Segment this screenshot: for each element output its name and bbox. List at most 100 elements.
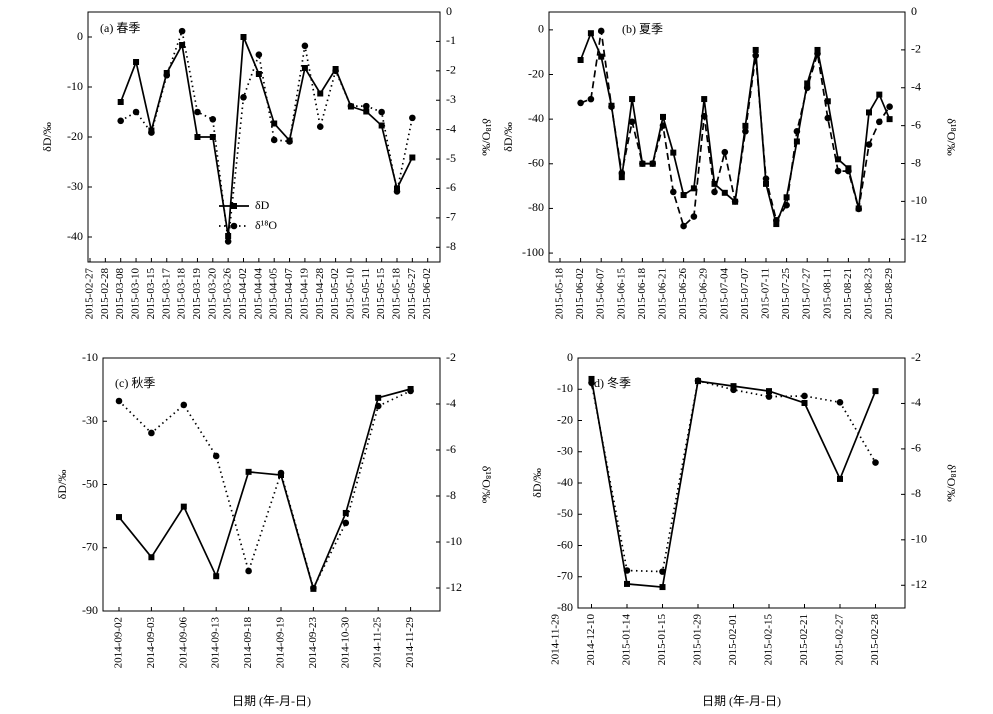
y2-tick-label: 0 [446,4,452,18]
x-tick-label: 2014-11-25 [372,617,384,668]
x-tick-label: 2015-05-11 [360,268,372,319]
x-tick-label: 2015-01-29 [692,614,704,666]
marker [639,160,646,167]
series-line [590,379,877,573]
x-tick-label: 2015-04-02 [237,268,249,319]
marker [845,167,852,175]
marker [730,383,737,390]
series-line [579,30,891,227]
x-tick-label: 2015-08-11 [821,268,833,319]
y2-tick-label: -6 [446,442,456,456]
marker [375,394,382,401]
y-tick-label: -50 [82,476,98,490]
marker [577,56,584,63]
y2-tick-label: -4 [911,395,921,409]
marker [670,188,677,196]
marker [363,102,370,110]
marker [711,188,718,196]
y-tick-label: -20 [528,66,544,80]
x-tick-label: 2015-08-29 [883,268,895,320]
y-tick-label: -10 [557,381,573,395]
x-tick-label: 2015-04-19 [298,268,310,320]
marker [731,198,739,205]
y2-tick-label: -10 [911,193,927,207]
marker [836,399,844,406]
marker [577,99,584,107]
y2-tick-label: -4 [911,80,921,94]
marker [763,180,769,187]
x-tick-label: 2015-02-01 [727,614,739,665]
x-tick-label: 2015-01-15 [656,614,668,666]
marker [659,584,666,591]
plot-frame [548,11,906,263]
marker [783,194,790,201]
marker [765,393,773,400]
marker [628,118,636,126]
marker [588,379,595,387]
y-tick-label: -80 [528,200,544,214]
series-line [590,378,877,589]
x-tick-label: 2015-06-15 [615,268,627,320]
y2-tick-label: -7 [446,210,456,224]
x-tick-label: 2015-01-14 [621,614,633,666]
x-tick-label: 2015-03-08 [114,268,126,320]
x-tick-label: 2014-11-29 [404,617,416,668]
x-tick-label: 2015-07-27 [801,268,813,320]
y2-tick-label: -6 [911,441,921,455]
y-tick-label: -30 [82,413,98,427]
y2-axis-label: δ¹⁸O/‰ [944,118,958,155]
x-tick-label: 2015-07-07 [739,268,751,320]
marker [793,138,800,145]
marker [116,514,122,521]
marker [742,128,749,135]
y2-tick-label: 0 [911,4,917,18]
y2-axis-label: δ¹⁸O/‰ [479,118,493,155]
y2-tick-label: -6 [446,180,456,194]
marker [209,116,217,123]
marker [721,148,729,156]
x-tick-label: 2015-03-17 [160,268,172,320]
marker [855,205,862,213]
x-tick-label: 2015-06-02 [421,268,433,319]
marker [245,468,252,475]
x-tick-label: 2015-03-19 [191,268,203,320]
x-tick-label: 2015-05-10 [344,268,356,320]
marker [378,122,385,129]
marker [178,27,186,35]
marker [148,129,155,136]
x-tick-label: 2015-05-18 [391,268,403,320]
x-tick-label: 2015-03-20 [206,268,218,320]
marker [393,188,401,195]
marker [618,174,625,181]
y2-tick-label: -10 [911,532,927,546]
y-axis-label: δD/‰ [530,468,544,498]
marker [886,116,893,123]
marker [597,27,605,35]
marker [618,169,626,177]
x-tick-label: 2014-10-30 [339,617,351,669]
x-tick-label: 2015-08-21 [842,268,854,319]
x-tick-label: 2015-04-28 [314,268,326,320]
legend-marker [231,203,237,209]
series-line [118,390,411,591]
x-tick-label: 2015-04-04 [252,268,264,320]
y-tick-label: -50 [557,506,573,520]
marker [310,584,317,592]
y2-tick-label: -8 [911,155,921,169]
y2-tick-label: -2 [911,42,921,56]
marker [363,108,370,115]
marker [680,222,687,230]
y-tick-label: -40 [557,475,573,489]
marker [209,134,216,140]
marker [835,156,842,163]
y-tick-label: 0 [77,29,83,43]
marker [837,475,843,482]
marker [117,117,124,125]
y-tick-label: -30 [557,444,573,458]
marker [347,102,355,110]
marker [803,84,811,92]
marker [240,93,247,101]
x-axis-label: 日期 (年-月-日) [702,694,781,708]
marker [270,136,278,144]
marker [133,59,140,65]
